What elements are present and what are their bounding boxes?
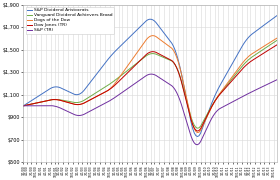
S&P (TR) <box>22 105 25 107</box>
Dogs of the Dow <box>151 35 154 37</box>
Dogs of the Dow <box>196 131 199 134</box>
Dow Jones (TR) <box>73 103 76 105</box>
S&P Dividend Aristocrats <box>276 14 279 17</box>
S&P (TR) <box>94 107 97 110</box>
S&P Dividend Aristocrats <box>231 62 234 64</box>
Vanguard Dividend Achievers Broad <box>94 92 97 94</box>
S&P (TR) <box>150 73 153 75</box>
Line: S&P Dividend Aristocrats: S&P Dividend Aristocrats <box>23 15 277 137</box>
Line: Dow Jones (TR): Dow Jones (TR) <box>23 45 277 131</box>
S&P Dividend Aristocrats <box>22 105 25 107</box>
Dogs of the Dow <box>73 103 76 105</box>
S&P (TR) <box>276 78 279 81</box>
Vanguard Dividend Achievers Broad <box>162 57 165 59</box>
S&P Dividend Aristocrats <box>162 32 165 34</box>
Dogs of the Dow <box>164 42 167 45</box>
S&P (TR) <box>266 83 269 85</box>
Dogs of the Dow <box>94 96 97 98</box>
Dogs of the Dow <box>276 37 279 39</box>
Vanguard Dividend Achievers Broad <box>231 77 234 79</box>
Dow Jones (TR) <box>22 105 25 107</box>
Dow Jones (TR) <box>94 96 97 98</box>
Vanguard Dividend Achievers Broad <box>186 104 190 106</box>
Dogs of the Dow <box>232 73 236 75</box>
Dow Jones (TR) <box>196 130 199 132</box>
S&P Dividend Aristocrats <box>186 105 190 107</box>
Line: Vanguard Dividend Achievers Broad: Vanguard Dividend Achievers Broad <box>23 40 277 128</box>
S&P Dividend Aristocrats <box>264 22 268 25</box>
Dogs of the Dow <box>22 105 25 107</box>
Vanguard Dividend Achievers Broad <box>196 127 199 129</box>
S&P Dividend Aristocrats <box>196 136 199 138</box>
Vanguard Dividend Achievers Broad <box>22 105 25 107</box>
Dow Jones (TR) <box>186 106 190 108</box>
S&P (TR) <box>196 144 199 146</box>
Dogs of the Dow <box>266 43 269 45</box>
Line: Dogs of the Dow: Dogs of the Dow <box>23 36 277 132</box>
Line: S&P (TR): S&P (TR) <box>23 74 277 145</box>
S&P Dividend Aristocrats <box>73 93 76 95</box>
S&P (TR) <box>73 114 76 116</box>
Vanguard Dividend Achievers Broad <box>264 46 268 49</box>
Dow Jones (TR) <box>231 79 234 81</box>
Dow Jones (TR) <box>162 55 165 57</box>
Dogs of the Dow <box>188 110 191 112</box>
Vanguard Dividend Achievers Broad <box>73 101 76 103</box>
Dow Jones (TR) <box>264 51 268 53</box>
S&P (TR) <box>164 80 167 83</box>
Dow Jones (TR) <box>276 44 279 46</box>
Legend: S&P Dividend Aristocrats, Vanguard Dividend Achievers Broad, Dogs of the Dow, Do: S&P Dividend Aristocrats, Vanguard Divid… <box>25 7 114 34</box>
S&P (TR) <box>188 130 191 132</box>
Vanguard Dividend Achievers Broad <box>276 39 279 41</box>
S&P (TR) <box>232 100 236 102</box>
S&P Dividend Aristocrats <box>94 75 97 77</box>
